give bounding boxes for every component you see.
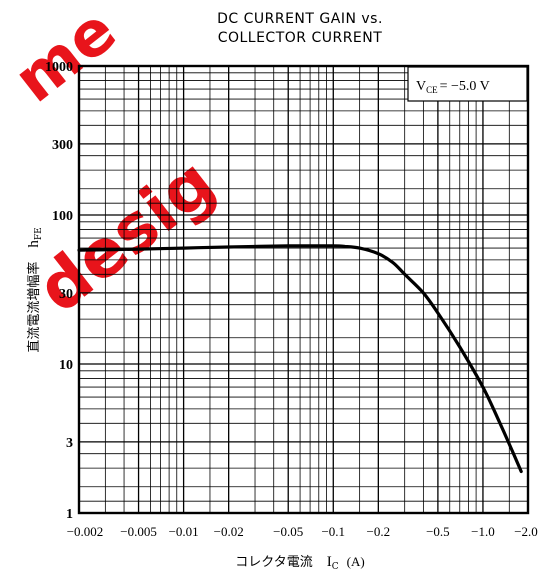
y-axis-label-sub: FE	[34, 227, 44, 240]
chart-title-line-2: COLLECTOR CURRENT	[218, 30, 383, 46]
y-tick-labels: 1 3 10 30 100 300 1000	[45, 60, 73, 522]
curve-layer	[77, 244, 523, 474]
x-axis-label-symbol: I	[327, 554, 332, 570]
x-tick-label: −0.05	[273, 524, 303, 539]
annotation-sub: CE	[426, 85, 438, 95]
chart-title-line-1: DC CURRENT GAIN vs.	[217, 11, 383, 27]
x-tick-label: −0.2	[367, 524, 391, 539]
annotation-symbol: V	[416, 79, 426, 94]
y-tick-label: 1000	[45, 60, 73, 75]
series-line	[77, 244, 523, 474]
y-axis-label-text: 直流電流増幅率 hFE	[26, 227, 44, 352]
x-tick-label: −0.002	[67, 524, 104, 539]
y-tick-label: 10	[59, 358, 73, 373]
watermark-text-2: desig	[23, 143, 229, 328]
y-axis-label-symbol: h	[26, 240, 42, 248]
y-axis-label: 直流電流増幅率 hFE	[26, 227, 44, 352]
x-tick-label: −0.1	[321, 524, 345, 539]
y-tick-label: 300	[52, 138, 73, 153]
x-axis-label-jp: コレクタ電流	[235, 555, 312, 570]
x-tick-label: −1.0	[471, 524, 495, 539]
y-tick-label: 100	[52, 209, 73, 224]
x-tick-label: −0.02	[214, 524, 244, 539]
annotation-vce: VCE = −5.0 V	[416, 79, 490, 95]
x-tick-labels: −0.002 −0.005 −0.01 −0.02 −0.05 −0.1 −0.2 −0.5 −…	[67, 524, 538, 539]
annotation-box	[407, 66, 528, 102]
x-tick-label: −0.5	[426, 524, 450, 539]
x-axis-label-unit: (A)	[347, 554, 365, 569]
y-tick-label: 30	[59, 287, 73, 302]
x-tick-label: −2.0	[514, 524, 538, 539]
x-tick-label: −0.005	[120, 524, 157, 539]
x-axis-label-sub: C	[332, 562, 339, 572]
annotation-value: = −5.0 V	[440, 79, 490, 94]
y-tick-label: 3	[66, 436, 73, 451]
y-tick-label: 1	[66, 507, 73, 522]
x-tick-label: −0.01	[169, 524, 199, 539]
y-axis-label-jp: 直流電流増幅率	[26, 262, 42, 353]
x-axis-label: コレクタ電流 IC (A)	[235, 554, 364, 572]
plot-frame	[77, 64, 530, 515]
grid	[78, 66, 529, 513]
legend-box: VCE = −5.0 V	[407, 66, 528, 102]
